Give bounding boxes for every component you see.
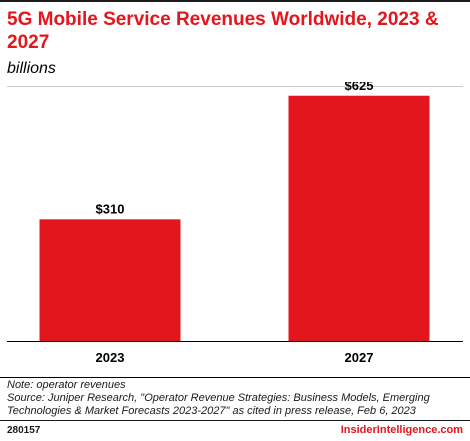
data-label-2023: $310: [96, 201, 125, 216]
bar-2023: [39, 219, 181, 341]
brand-link[interactable]: InsiderIntelligence.com: [340, 424, 463, 436]
chart-notes: Note: operator revenues Source: Juniper …: [7, 379, 462, 418]
note-text: Note: operator revenues: [7, 379, 126, 391]
top-rule: [0, 0, 470, 2]
source-text: Source: Juniper Research, "Operator Reve…: [7, 392, 430, 417]
data-label-2027: $625: [345, 82, 374, 93]
x-tick-label-2023: 2023: [96, 350, 125, 365]
chart-id: 280157: [7, 425, 41, 436]
bar-chart: $310 2023 $625 2027: [0, 82, 470, 378]
chart-title: 5G Mobile Service Revenues Worldwide, 20…: [7, 9, 439, 53]
chart-subtitle: billions: [7, 60, 56, 77]
x-tick-label-2027: 2027: [345, 350, 374, 365]
bar-2027: [288, 95, 430, 341]
bottom-rule: [0, 420, 470, 421]
